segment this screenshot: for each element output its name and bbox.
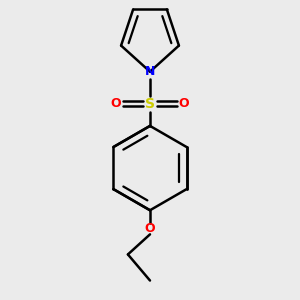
Text: O: O [179,97,190,110]
Text: S: S [145,97,155,111]
Text: N: N [145,65,155,78]
Text: O: O [110,97,121,110]
Text: O: O [145,222,155,235]
